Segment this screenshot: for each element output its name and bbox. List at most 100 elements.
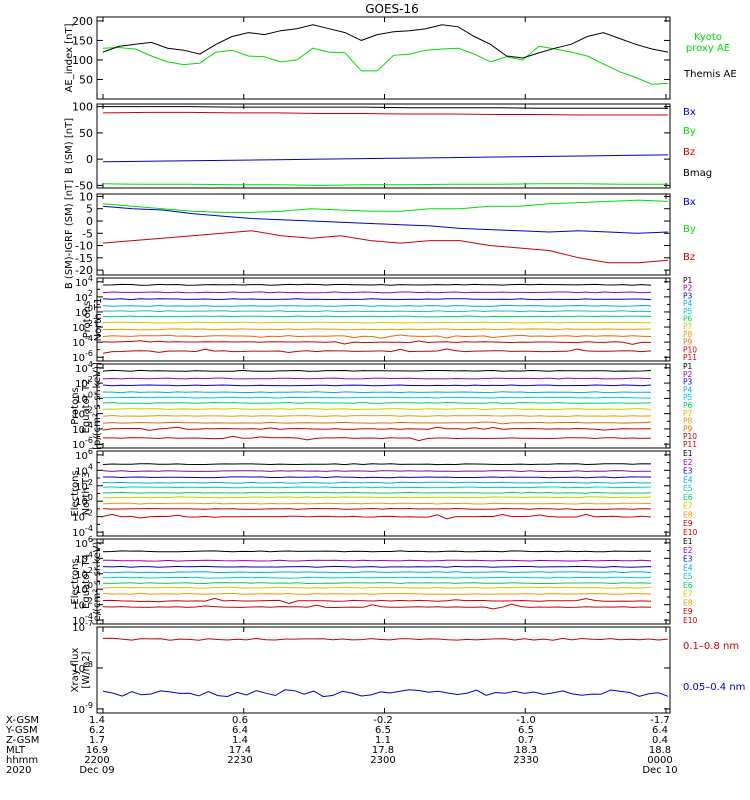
series-line-p11 (103, 435, 652, 442)
series-line-e2 (103, 559, 652, 562)
y-tick-label: 10-4 (72, 334, 93, 349)
legend-e5: E5 (683, 572, 693, 581)
y-tick-label: 104 (75, 360, 93, 375)
series-line-p3 (102, 298, 652, 301)
series-line-0-1-0-8-nm (102, 637, 669, 641)
series-line-0-05-0-4-nm (102, 689, 669, 698)
legend-p9: P9 (683, 338, 693, 347)
legend-kyoto-proxy-ae: proxy AE (686, 43, 730, 54)
legend-e2: E2 (683, 458, 693, 467)
series-line-e8 (102, 502, 652, 505)
legend-themis-ae: Themis AE (683, 69, 737, 80)
series-line-p10 (102, 426, 652, 431)
series-line-e3 (103, 476, 651, 479)
x-axis-value: 6.4 (652, 725, 668, 736)
series-line-e7 (102, 586, 652, 589)
series-line-p11 (102, 348, 652, 354)
x-axis-value: 0000 (647, 755, 672, 766)
x-axis-value: 6.4 (232, 725, 248, 736)
y-tick-label: 10-9 (72, 701, 93, 716)
y-tick-label: -50 (75, 179, 93, 192)
series-line-p9 (102, 334, 652, 339)
x-axis-value: -1.0 (516, 715, 536, 726)
series-line-bmag (103, 106, 668, 109)
legend-by: By (683, 224, 696, 235)
series-line-p4 (102, 304, 652, 307)
y-tick-label: 104 (75, 550, 93, 565)
series-line-p3 (102, 384, 652, 387)
x-axis-value: 6.2 (89, 725, 105, 736)
legend-e2: E2 (683, 546, 693, 555)
series-line-themis-ae (102, 24, 669, 59)
x-axis-row-label: 2020 (6, 765, 31, 776)
y-tick-label: 5 (86, 203, 93, 216)
x-axis-value: 1.4 (232, 735, 248, 746)
y-axis-label: B (SM)-IGRF (SM) [nT] (64, 180, 75, 289)
x-axis-value: 0.4 (652, 735, 668, 746)
y-tick-label: 100 (75, 581, 93, 596)
legend-e8: E8 (683, 598, 693, 607)
x-axis-value: 2200 (84, 755, 109, 766)
series-line-e1 (102, 550, 652, 553)
y-tick-label: 10-2 (72, 597, 93, 612)
y-tick-label: -20 (75, 264, 93, 277)
series-line-p2 (102, 377, 652, 380)
legend-p10: P10 (683, 345, 697, 354)
legend-e5: E5 (683, 484, 693, 493)
panel-frame (96, 16, 671, 100)
legend-e10: E10 (683, 616, 698, 625)
series-line-e7 (102, 496, 652, 499)
legend-p1: P1 (683, 276, 693, 285)
legend-p5: P5 (683, 393, 693, 402)
legend-bx: Bx (683, 107, 696, 118)
y-tick-label: 100 (72, 54, 93, 67)
series-line-e5 (102, 576, 652, 579)
panel-frame (96, 193, 671, 276)
series-line-p5 (102, 310, 652, 313)
chart-panel-2: 100 50 0 -50B (SM) [nT] Bx By Bz Bmag (64, 101, 712, 193)
y-tick-label: 50 (79, 127, 93, 140)
legend-p3: P3 (683, 378, 693, 387)
x-axis-value: 17.8 (372, 745, 394, 756)
y-tick-label: 106 (75, 447, 93, 462)
panel-frame (96, 363, 671, 449)
panel-frame (96, 277, 671, 362)
x-axis-value: 0.6 (232, 715, 248, 726)
x-axis-row-label: hhmm (6, 755, 38, 766)
series-line-bz (102, 111, 668, 116)
x-axis-value: 1.7 (89, 735, 105, 746)
y-axis-label: ElectronsNorth T3 (70, 470, 92, 516)
panel-frame (96, 103, 671, 189)
legend-p5: P5 (683, 307, 693, 316)
series-line-e6 (102, 582, 652, 585)
series-line-bx (102, 205, 669, 234)
series-line-p10 (102, 340, 652, 345)
legend-p4: P4 (683, 299, 693, 308)
panel-frame (96, 626, 671, 714)
legend-bz: Bz (683, 252, 695, 263)
legend-p8: P8 (683, 330, 693, 339)
y-tick-label: -5 (82, 227, 93, 240)
series-line-p8 (103, 328, 651, 331)
x-axis-row-label: Z-GSM (6, 735, 39, 746)
x-axis-value: 6.5 (375, 725, 391, 736)
legend-p8: P8 (683, 417, 693, 426)
legend-p7: P7 (683, 322, 693, 331)
legend-by: By (683, 126, 696, 137)
series-line-e10 (102, 603, 652, 610)
x-axis-value: -1.7 (650, 715, 670, 726)
figure-title: GOES-16 (365, 2, 419, 16)
y-tick-label: -10 (75, 240, 93, 253)
series-line-e6 (102, 491, 652, 494)
legend-bmag: Bmag (683, 168, 712, 179)
series-line-p6 (102, 401, 652, 404)
y-tick-label: 10 (79, 190, 93, 203)
series-line-p7 (102, 321, 652, 324)
legend-e10: E10 (683, 528, 698, 537)
series-line-by (102, 183, 668, 186)
legend-e3: E3 (683, 467, 693, 476)
